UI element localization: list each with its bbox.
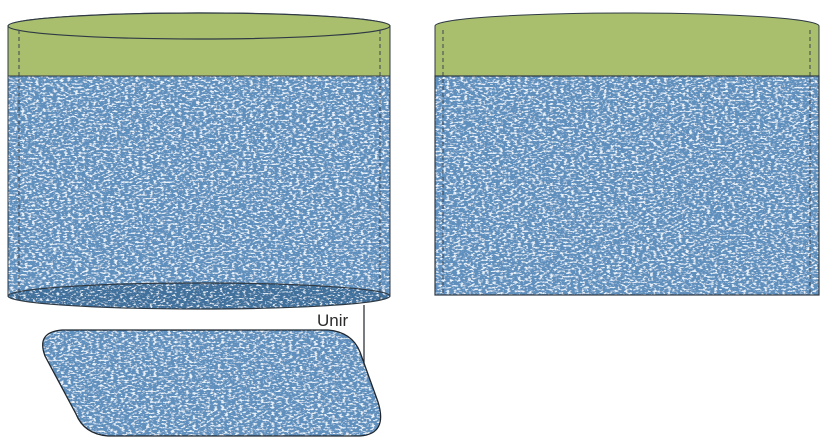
flat-body-panel — [434, 12, 820, 296]
panel-body — [435, 76, 819, 295]
cylinder-assembled — [7, 12, 391, 310]
base-piece-shape — [42, 330, 381, 436]
join-label: Unir — [317, 311, 349, 330]
cylinder-bottom-opening — [8, 283, 390, 309]
base-piece — [42, 329, 382, 437]
cylinder-bottom-outline — [7, 282, 391, 310]
cylinder-body — [8, 76, 390, 309]
base-piece-outline — [42, 329, 382, 437]
panel-body-outline — [434, 75, 820, 296]
cylinder-top-rim-back — [7, 12, 391, 40]
cylinder-body-outline — [7, 26, 391, 296]
join-indicator: Unir — [317, 305, 365, 364]
panel-waistband — [434, 12, 820, 77]
